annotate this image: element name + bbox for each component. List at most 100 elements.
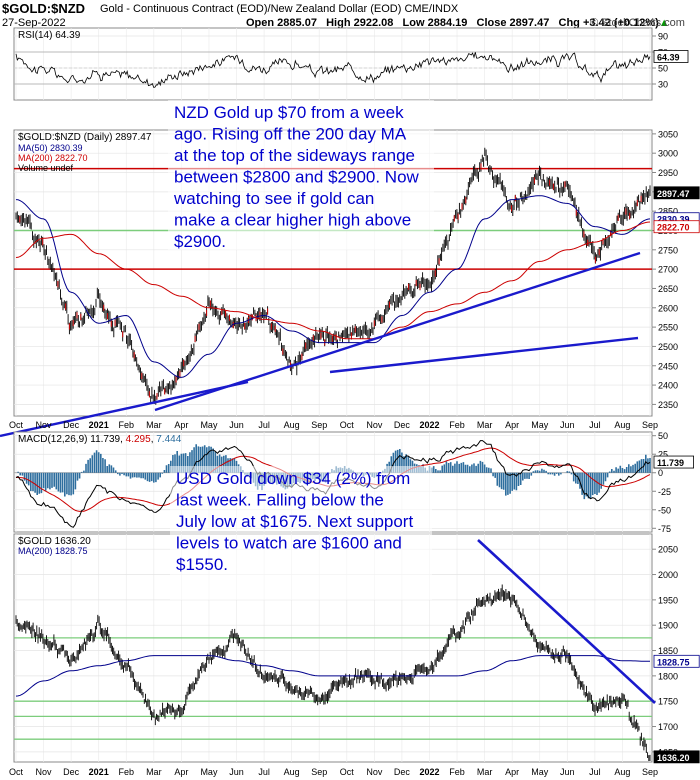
x-tick-label: Oct xyxy=(340,767,355,777)
y-tick-label: 1900 xyxy=(658,621,678,631)
annotation-line: levels to watch are $1600 and xyxy=(176,534,402,553)
annotation-line: July low at $1675. Next support xyxy=(176,512,413,531)
y-tick-label: 1750 xyxy=(658,697,678,707)
annotation-line: ago. Rising off the 200 day MA xyxy=(174,125,407,144)
annotation-backdrop xyxy=(168,100,434,250)
y-tick-label: 2350 xyxy=(658,400,678,410)
nzd-ma-tag-text: 2830.39 xyxy=(657,215,690,225)
volume-legend: Volume undef xyxy=(18,163,74,173)
y-tick-label: 2650 xyxy=(658,284,678,294)
x-tick-label: Mar xyxy=(477,420,493,430)
change-up-icon: ▲ xyxy=(658,17,670,29)
x-tick-label: Jul xyxy=(589,420,601,430)
y-tick-label: 0 xyxy=(658,468,663,478)
y-tick-label: 2050 xyxy=(658,545,678,555)
gold-nzd-panel: 3050300029502900285028002750270026502600… xyxy=(0,100,700,438)
y-tick-label: 3000 xyxy=(658,149,678,159)
x-tick-label: Nov xyxy=(366,767,383,777)
usd-ma200-line xyxy=(15,655,650,697)
x-tick-label: Sep xyxy=(311,767,327,777)
ma200-line xyxy=(15,221,651,340)
x-tick-label: Jun xyxy=(229,420,244,430)
macd-value-tag-box xyxy=(653,455,694,469)
x-tick-label: Apr xyxy=(505,420,519,430)
rsi-value-tag-text: 64.39 xyxy=(657,52,680,62)
x-tick-label: Nov xyxy=(36,420,53,430)
annotation-line: NZD Gold up $70 from a week xyxy=(174,103,404,122)
y-tick-label: 2500 xyxy=(658,342,678,352)
x-tick-label: Apr xyxy=(505,767,519,777)
trendline-support xyxy=(0,380,249,438)
y-tick-label: 2950 xyxy=(658,168,678,178)
y-tick-label: 50 xyxy=(658,431,668,441)
macd-signal-legend: 4.295 xyxy=(126,434,151,445)
x-tick-label: Aug xyxy=(284,767,300,777)
nzd-title: $GOLD:$NZD (Daily) 2897.47 xyxy=(18,132,152,143)
x-tick-label: Oct xyxy=(9,767,24,777)
x-tick-label: Feb xyxy=(449,767,465,777)
x-tick-label: Jul xyxy=(258,767,270,777)
y-tick-label: -25 xyxy=(658,487,671,497)
y-tick-label: 1700 xyxy=(658,722,678,732)
x-tick-label: Sep xyxy=(642,420,658,430)
x-tick-label: Dec xyxy=(394,767,411,777)
ohlc-readout: Open 2885.07 High 2922.08 Low 2884.19 Cl… xyxy=(246,17,670,29)
rsi-legend: RSI(14) 64.39 xyxy=(18,30,81,41)
annotation-backdrop xyxy=(170,466,432,600)
y-tick-label: 30 xyxy=(658,80,668,90)
low-value: Low 2884.19 xyxy=(402,17,468,29)
x-tick-label: Dec xyxy=(63,420,80,430)
y-tick-label: 50 xyxy=(658,64,668,74)
annotation-line: make a clear higher high above xyxy=(174,211,411,230)
annotation-line: last week. Falling below the xyxy=(176,491,384,510)
nzd-ma-tag-text: 2822.70 xyxy=(657,223,690,233)
panel-frame xyxy=(13,27,653,101)
y-tick-label: 2750 xyxy=(658,245,678,255)
y-tick-label: 2400 xyxy=(658,381,678,391)
x-tick-label: Feb xyxy=(119,420,135,430)
x-tick-label: Jun xyxy=(560,420,575,430)
x-tick-label: May xyxy=(531,767,549,777)
downtrend-line xyxy=(477,539,656,704)
chart-date: 27-Sep-2022 xyxy=(2,17,66,29)
stockcharts-credit: © StockCharts.com xyxy=(590,17,685,29)
ma200-legend: MA(200) 2822.70 xyxy=(18,153,88,163)
x-tick-label: Jun xyxy=(560,767,575,777)
x-tick-label: Nov xyxy=(366,420,383,430)
y-tick-label: 2550 xyxy=(658,323,678,333)
x-tick-label: May xyxy=(200,420,218,430)
x-tick-label: Mar xyxy=(146,420,162,430)
usd-last-tag-box xyxy=(653,750,700,764)
usd-ma-tag-text: 1828.75 xyxy=(657,657,690,667)
change-value: Chg +3.42 (+0.12%) xyxy=(558,17,659,29)
x-tick-label: Dec xyxy=(394,420,411,430)
usd-legend: $GOLD 1636.20 xyxy=(18,536,91,547)
usd-ma-tag-box xyxy=(653,654,700,668)
ma50-legend: MA(50) 2830.39 xyxy=(18,143,83,153)
y-tick-label: 2850 xyxy=(658,207,678,217)
x-tick-label: Dec xyxy=(63,767,80,777)
y-tick-label: 2700 xyxy=(658,265,678,275)
x-tick-label: Jul xyxy=(589,767,601,777)
y-tick-label: 1950 xyxy=(658,595,678,605)
rsi-line xyxy=(15,52,651,88)
x-tick-label: Nov xyxy=(36,767,53,777)
chart-symbol: $GOLD:$NZD xyxy=(2,1,86,16)
gold-usd-x-axis: Oct Nov Dec 2021 Feb Mar Apr May Jun Jul Aug Sep Oct… xyxy=(9,767,658,777)
close-value: Close 2897.47 xyxy=(476,17,550,29)
annotation-line: at the top of the sideways range xyxy=(174,146,415,165)
y-tick-label: 1850 xyxy=(658,646,678,656)
ma50-line xyxy=(15,195,651,378)
chart-description: Gold - Continuous Contract (EOD)/New Zea… xyxy=(100,3,459,15)
macd-value-tag-text: 11.739 xyxy=(657,458,684,468)
x-tick-label: Aug xyxy=(614,767,630,777)
trendline-upper xyxy=(154,251,641,412)
x-tick-label: Jun xyxy=(229,767,244,777)
y-tick-label: 90 xyxy=(658,32,668,42)
high-value: High 2922.08 xyxy=(326,17,394,29)
gold-nzd-x-axis: Oct Nov Dec 2021 Feb Mar Apr May Jun Jul Aug Sep Oct… xyxy=(9,420,658,430)
y-tick-label: 3050 xyxy=(658,129,678,139)
y-tick-label: 25 xyxy=(658,450,668,460)
